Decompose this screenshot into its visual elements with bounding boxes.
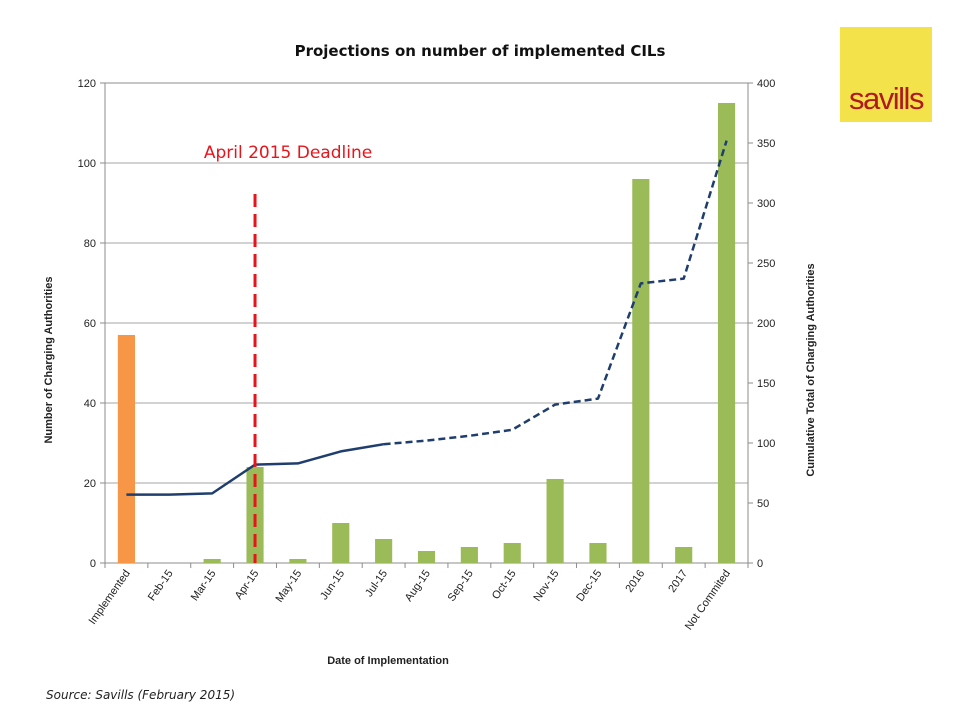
cumulative-line-projected xyxy=(383,140,728,446)
left-tick-label: 100 xyxy=(78,158,96,170)
x-tick-label: 2016 xyxy=(623,568,647,595)
x-tick-label: Nov-15 xyxy=(531,568,561,604)
x-tick-label: Aug-15 xyxy=(403,568,433,604)
bar-sep-15 xyxy=(460,547,478,563)
right-tick-label: 0 xyxy=(757,558,763,570)
right-axis-ticks: 0 50 100 150 200 250 300 350 400 xyxy=(748,78,775,570)
bar-2017 xyxy=(675,547,693,563)
x-axis-label: Date of Implementation xyxy=(327,655,449,667)
y-axis-label: Number of Charging Authorities xyxy=(43,276,55,443)
source-note: Source: Savills (February 2015) xyxy=(46,688,236,702)
x-tick-label: Dec-15 xyxy=(574,568,604,604)
bar-nov-15 xyxy=(546,479,564,563)
right-tick-label: 300 xyxy=(757,198,775,210)
savills-logo: savills xyxy=(840,27,932,122)
right-tick-label: 250 xyxy=(757,258,775,270)
deadline-annotation: April 2015 Deadline xyxy=(204,143,372,563)
right-tick-label: 50 xyxy=(757,498,769,510)
x-tick-label: Mar-15 xyxy=(189,568,219,603)
left-tick-label: 20 xyxy=(84,478,96,490)
bar-may-15 xyxy=(289,559,307,563)
bar-oct-15 xyxy=(503,543,521,563)
x-axis-ticks: Implemented Feb-15 Mar-15 Apr-15 May-15 Jun-1… xyxy=(87,563,749,632)
bar-mar-15 xyxy=(203,559,221,563)
right-tick-label: 350 xyxy=(757,138,775,150)
right-tick-label: 400 xyxy=(757,78,775,90)
right-tick-label: 200 xyxy=(757,318,775,330)
logo-text: savills xyxy=(849,81,924,116)
x-tick-label: Sep-15 xyxy=(446,568,476,604)
bar-jun-15 xyxy=(332,523,350,563)
left-tick-label: 60 xyxy=(84,318,96,330)
right-tick-label: 100 xyxy=(757,438,775,450)
left-tick-label: 120 xyxy=(78,78,96,90)
right-tick-label: 150 xyxy=(757,378,775,390)
bar-not-commited xyxy=(717,103,736,563)
bar-aug-15 xyxy=(417,551,436,563)
chart-title: Projections on number of implemented CIL… xyxy=(294,42,666,60)
bar-implemented xyxy=(117,335,136,563)
bar-jul-15 xyxy=(375,539,393,563)
left-axis-ticks: 0 20 40 60 80 100 120 xyxy=(78,78,105,570)
x-tick-label: Feb-15 xyxy=(146,568,176,603)
bar-2016 xyxy=(632,179,650,563)
x-tick-label: Implemented xyxy=(87,568,133,627)
left-tick-label: 0 xyxy=(90,558,96,570)
bar-series xyxy=(117,103,736,563)
left-tick-label: 80 xyxy=(84,238,96,250)
left-tick-label: 40 xyxy=(84,398,96,410)
x-tick-label: Jun-15 xyxy=(318,568,347,602)
x-tick-label: May-15 xyxy=(273,568,304,605)
x-tick-label: Apr-15 xyxy=(233,568,262,602)
x-tick-label: 2017 xyxy=(666,568,690,595)
x-tick-label: Oct-15 xyxy=(490,568,519,602)
x-tick-label: Not Commited xyxy=(683,568,733,632)
bar-dec-15 xyxy=(589,543,607,563)
gridlines xyxy=(105,162,748,484)
x-tick-label: Jul-15 xyxy=(363,568,390,599)
y2-axis-label: Cumulative Total of Charging Authorities xyxy=(805,263,817,476)
deadline-label: April 2015 Deadline xyxy=(204,143,372,163)
